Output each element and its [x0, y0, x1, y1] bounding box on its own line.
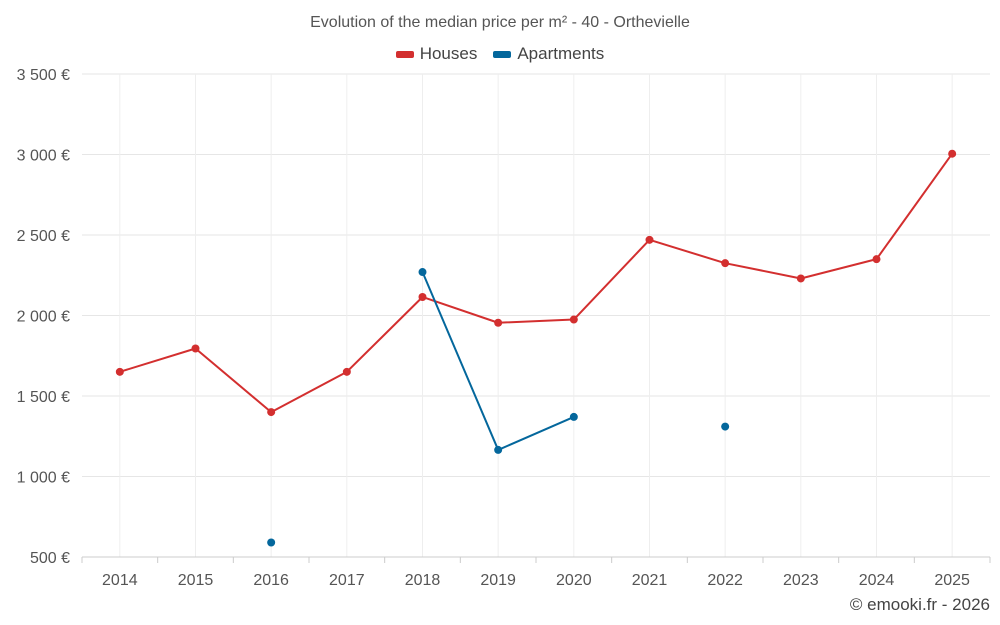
x-tick-label: 2021 — [632, 572, 668, 589]
y-tick-label: 3 000 € — [17, 148, 70, 165]
legend-swatch-houses — [395, 50, 414, 58]
legend-label-houses: Houses — [419, 44, 478, 63]
data-point-houses-2025 — [948, 149, 957, 158]
legend-swatch-apartments — [493, 50, 512, 58]
data-point-apartments-2020 — [569, 412, 578, 421]
data-point-houses-2021 — [645, 235, 654, 244]
x-tick-label: 2024 — [859, 572, 895, 589]
data-point-houses-2024 — [872, 255, 881, 264]
y-tick-label: 500 € — [30, 550, 70, 567]
x-tick-label: 2022 — [707, 572, 743, 589]
data-point-houses-2019 — [494, 318, 503, 327]
legend-item-apartments[interactable]: Apartments — [493, 44, 604, 64]
data-point-houses-2020 — [569, 315, 578, 324]
x-tick-label: 2020 — [556, 572, 592, 589]
data-point-houses-2016 — [267, 408, 276, 417]
x-tick-label: 2016 — [253, 572, 289, 589]
legend-item-houses[interactable]: Houses — [395, 44, 478, 64]
data-point-houses-2014 — [115, 367, 124, 376]
chart-title: Evolution of the median price per m² - 4… — [310, 14, 690, 31]
x-tick-label: 2023 — [783, 572, 819, 589]
y-tick-label: 3 500 € — [17, 67, 70, 84]
data-point-houses-2015 — [191, 344, 200, 353]
data-point-houses-2018 — [418, 292, 427, 301]
legend: Houses Apartments — [0, 44, 1000, 64]
copyright-credit: © emooki.fr - 2026 — [849, 595, 990, 614]
data-point-apartments-2022 — [721, 422, 730, 431]
x-tick-label: 2014 — [102, 572, 138, 589]
x-tick-label: 2019 — [480, 572, 516, 589]
x-tick-label: 2017 — [329, 572, 365, 589]
data-point-apartments-2016 — [267, 538, 276, 547]
legend-label-apartments: Apartments — [517, 44, 605, 63]
x-tick-label: 2018 — [405, 572, 441, 589]
y-tick-label: 2 500 € — [17, 228, 70, 245]
series-line-houses — [119, 153, 953, 414]
x-tick-label: 2025 — [934, 572, 970, 589]
data-point-houses-2017 — [342, 367, 351, 376]
data-point-apartments-2019 — [494, 445, 503, 454]
y-tick-label: 1 000 € — [17, 470, 70, 487]
y-tick-label: 1 500 € — [17, 389, 70, 406]
y-tick-label: 2 000 € — [17, 309, 70, 326]
x-tick-label: 2015 — [178, 572, 214, 589]
data-point-houses-2022 — [721, 259, 730, 268]
data-point-apartments-2018 — [418, 268, 427, 277]
data-point-houses-2023 — [796, 274, 805, 283]
